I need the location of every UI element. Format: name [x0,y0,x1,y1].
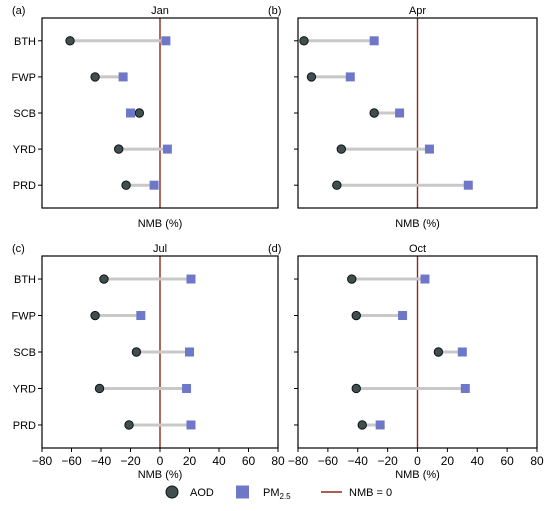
x-tick-label: 0 [157,454,164,468]
legend-pm25-subscript: 2.5 [280,492,292,501]
pm25-point [395,108,405,118]
aod-point [90,72,100,82]
pm25-point [345,72,355,82]
y-tick-label: BTH [14,36,36,48]
x-tick-label: −80 [288,454,309,468]
pm25-point [375,420,385,430]
y-tick-label: SCB [13,108,36,120]
panel-label: (d) [268,243,281,255]
pm25-point [126,108,135,118]
x-tick-label: −60 [318,454,339,468]
y-tick-label: YRD [13,383,36,395]
aod-point [90,310,100,321]
aod-point [99,274,109,284]
aod-point [65,36,75,46]
legend-pm25-label: PM2.5 [263,487,291,501]
x-tick-label: 40 [471,454,485,468]
pm25-point [457,347,467,357]
aod-point [351,383,361,394]
pm25-point [118,72,128,82]
panel-label: (b) [268,5,281,17]
x-tick-label: 0 [414,454,421,468]
x-axis-label: NMB (%) [395,469,440,481]
x-tick-label: 20 [441,454,455,468]
panel-title: Oct [409,243,426,255]
aod-point [357,420,367,430]
panel-title: Jan [151,5,169,17]
aod-point [121,180,131,190]
pm25-point [463,180,473,190]
aod-point [336,144,347,154]
panel-label: (a) [12,5,25,17]
aod-point [134,108,145,118]
pm25-point [424,144,434,154]
x-tick-label: −80 [32,454,53,468]
legend-aod-label: AOD [190,487,214,499]
x-tick-label: 60 [500,454,514,468]
pm25-point [369,36,379,46]
panel-title: Jul [153,243,167,255]
y-tick-label: SCB [13,347,36,359]
aod-point [299,36,309,46]
aod-point [351,310,361,321]
aod-point [124,420,134,430]
legend-pm25-marker [236,485,249,499]
x-axis-label: NMB (%) [138,469,183,481]
x-tick-label: 20 [183,454,197,468]
x-tick-label: 40 [212,454,226,468]
x-axis-label: NMB (%) [138,218,183,230]
axes-frame [41,17,279,209]
pm25-point [185,347,194,357]
x-tick-label: −20 [120,454,141,468]
y-tick-label: PRD [13,420,36,432]
aod-point [433,347,444,357]
pm25-point [460,383,470,393]
aod-point [369,108,379,118]
panel-title: Apr [409,5,426,17]
pm25-point [149,180,159,190]
x-tick-label: 60 [242,454,256,468]
y-tick-label: FWP [12,72,36,84]
pm25-point [186,274,196,284]
y-tick-label: FWP [12,311,36,323]
aod-point [306,72,317,82]
panel-label: (c) [12,243,25,255]
pm25-point [161,36,171,46]
x-tick-label: 80 [271,454,285,468]
pm25-point [420,274,430,284]
aod-point [114,144,124,154]
x-tick-label: −60 [61,454,82,468]
pm25-point [398,311,408,321]
pm25-point [186,420,196,430]
axes-frame [297,17,538,209]
pm25-point [182,383,192,393]
y-tick-label: BTH [14,274,36,286]
legend-aod-marker [165,485,179,499]
y-tick-label: PRD [13,180,36,192]
x-tick-label: −40 [91,454,112,468]
y-tick-label: YRD [13,144,36,156]
aod-point [94,383,105,394]
x-tick-label: −20 [377,454,398,468]
aod-point [347,274,357,284]
legend-ref-label: NMB = 0 [349,487,392,499]
x-tick-label: 80 [530,454,544,468]
x-axis-label: NMB (%) [395,218,440,230]
aod-point [332,180,342,190]
aod-point [131,347,142,357]
pm25-point [136,311,146,321]
pm25-point [162,144,172,154]
x-tick-label: −40 [348,454,369,468]
